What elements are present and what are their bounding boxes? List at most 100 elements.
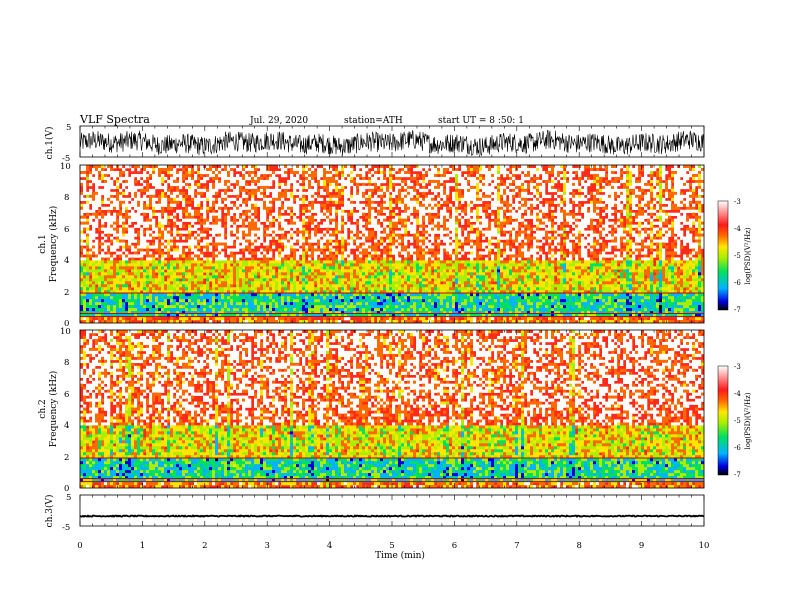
spectrogram-cell xyxy=(218,197,222,202)
spectrogram-cell xyxy=(107,251,111,255)
spectrogram-cell xyxy=(119,209,123,213)
spectrogram-cell xyxy=(371,221,375,225)
spectrogram-cell xyxy=(323,209,327,213)
spectrogram-cell xyxy=(422,218,426,222)
spectrogram-cell xyxy=(365,197,369,202)
spectrogram-cell xyxy=(257,233,261,237)
spectrogram-cell xyxy=(257,221,261,225)
spectrogram-cell xyxy=(347,212,351,216)
spectrogram-cell xyxy=(254,188,258,193)
spectrogram-cell xyxy=(167,284,171,288)
spectrogram-cell xyxy=(212,278,216,282)
spectrogram-cell xyxy=(122,308,126,312)
spectrogram-cell xyxy=(275,302,279,306)
spectrogram-cell xyxy=(302,269,306,273)
spectrogram-cell xyxy=(167,278,171,282)
spectrogram-cell xyxy=(86,287,90,291)
spectrogram-cell xyxy=(374,167,378,172)
spectrogram-cell xyxy=(143,266,147,270)
spectrogram-cell xyxy=(254,185,258,190)
spectrogram-cell xyxy=(215,269,219,273)
spectrogram-cell xyxy=(377,209,381,213)
spectrogram-cell xyxy=(296,200,300,205)
spectrogram-cell xyxy=(407,308,411,312)
spectrogram-cell xyxy=(293,308,297,312)
spectrogram-cell xyxy=(359,224,363,228)
spectrogram-cell xyxy=(395,236,399,240)
spectrogram-cell xyxy=(131,203,135,208)
spectrogram-cell xyxy=(215,260,219,264)
spectrogram-cell xyxy=(212,233,216,237)
spectrogram-cell xyxy=(332,236,336,240)
spectrogram-cell xyxy=(95,290,99,294)
spectrogram-cell xyxy=(107,287,111,291)
spectrogram-cell xyxy=(212,299,216,303)
spectrogram-cell xyxy=(419,287,423,291)
spectrogram-cell xyxy=(341,293,345,297)
spectrogram-cell xyxy=(383,203,387,208)
spectrogram-cell xyxy=(278,194,282,199)
spectrogram-cell xyxy=(98,317,102,321)
spectrogram-cell xyxy=(176,278,180,282)
spectrogram-cell xyxy=(407,188,411,193)
spectrogram-cell xyxy=(161,287,165,291)
spectrogram-cell xyxy=(311,272,315,276)
spectrogram-cell xyxy=(269,173,273,178)
spectrogram-cell xyxy=(203,305,207,309)
spectrogram-cell xyxy=(221,296,225,300)
spectrogram-cell xyxy=(236,221,240,225)
spectrogram-cell xyxy=(182,203,186,208)
spectrogram-cell xyxy=(242,242,246,246)
spectrogram-cell xyxy=(134,281,138,285)
spectrogram-cell xyxy=(200,278,204,282)
spectrogram-cell xyxy=(221,317,225,321)
spectrogram-cell xyxy=(179,314,183,318)
spectrogram-cell xyxy=(215,284,219,288)
spectrogram-cell xyxy=(356,284,360,288)
spectrogram-cell xyxy=(212,260,216,264)
spectrogram-cell xyxy=(119,215,123,219)
spectrogram-cell xyxy=(104,191,108,196)
spectrogram-cell xyxy=(362,233,366,237)
spectrogram-cell xyxy=(251,188,255,193)
spectrogram-cell xyxy=(179,260,183,264)
spectrogram-cell xyxy=(308,182,312,187)
spectrogram-cell xyxy=(227,293,231,297)
spectrogram-cell xyxy=(347,176,351,181)
spectrogram-cell xyxy=(104,272,108,276)
spectrogram-cell xyxy=(389,284,393,288)
spectrogram-cell xyxy=(98,203,102,208)
spectrogram-cell xyxy=(320,278,324,282)
spectrogram-cell xyxy=(353,275,357,279)
spectrogram-cell xyxy=(173,173,177,178)
spectrogram-cell xyxy=(107,272,111,276)
spectrogram-cell xyxy=(389,278,393,282)
spectrogram-cell xyxy=(323,287,327,291)
spectrogram-cell xyxy=(356,305,360,309)
spectrogram-cell xyxy=(395,167,399,172)
station-label: station=ATH xyxy=(344,116,403,126)
spectrogram-cell xyxy=(83,299,87,303)
spectrogram-cell xyxy=(164,236,168,240)
spectrogram-cell xyxy=(260,284,264,288)
spectrogram-cell xyxy=(251,284,255,288)
spectrogram-cell xyxy=(398,311,402,315)
spectrogram-cell xyxy=(329,167,333,172)
spectrogram-cell xyxy=(161,278,165,282)
spectrogram-cell xyxy=(122,203,126,208)
spectrogram-cell xyxy=(308,197,312,202)
spectrogram-cell xyxy=(395,165,399,169)
spectrogram-cell xyxy=(359,314,363,318)
spectrogram-cell xyxy=(242,272,246,276)
spectrogram-cell xyxy=(368,299,372,303)
spectrogram-cell xyxy=(173,179,177,184)
spectrogram-cell xyxy=(80,212,84,216)
spectrogram-cell xyxy=(239,299,243,303)
spectrogram-cell xyxy=(107,299,111,303)
spectrogram-cell xyxy=(80,221,84,225)
spectrogram-cell xyxy=(92,209,96,213)
spectrogram-cell xyxy=(134,194,138,199)
spectrogram-cell xyxy=(362,230,366,234)
spectrogram-cell xyxy=(200,165,204,169)
spectrogram-cell xyxy=(89,263,93,267)
